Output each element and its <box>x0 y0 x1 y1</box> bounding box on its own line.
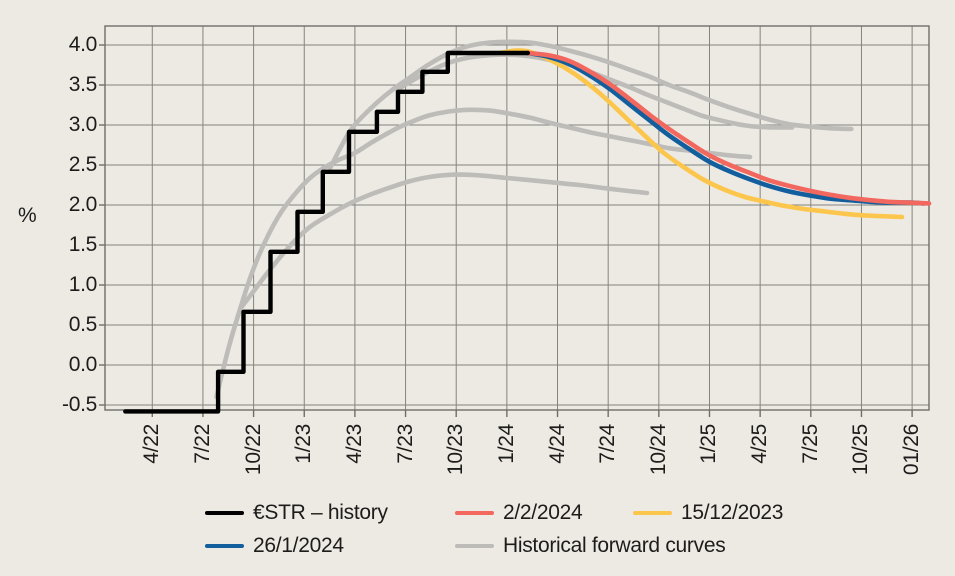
y-tick-label: 1.0 <box>68 273 98 296</box>
x-tick-label: 7/25 <box>798 424 822 464</box>
x-tick-label: 1/24 <box>494 424 518 464</box>
x-tick-label: 1/23 <box>292 424 316 464</box>
x-tick-label: 7/23 <box>393 424 417 464</box>
y-tick-label: 0.5 <box>68 313 98 336</box>
x-tick-label: 10/25 <box>849 424 873 476</box>
x-tick-label: 10/24 <box>646 424 670 476</box>
y-tick-label: 2.0 <box>68 193 98 216</box>
series-historical-forward-curve-2 <box>214 107 753 400</box>
y-tick-label: 3.0 <box>68 113 98 136</box>
series--str-history <box>123 50 530 414</box>
x-tick-label: 7/24 <box>596 424 620 464</box>
series-historical-forward-curve-1 <box>237 172 650 312</box>
y-tick-label: 3.5 <box>68 73 98 96</box>
x-tick-label: 4/22 <box>140 424 164 464</box>
y-tick-label: 1.5 <box>68 233 98 256</box>
x-tick-label: 4/25 <box>748 424 772 464</box>
plot-border <box>104 25 930 411</box>
series-26-1-2024 <box>525 50 927 206</box>
series-2-2-2024 <box>525 50 932 206</box>
x-tick-label: 7/22 <box>190 424 214 464</box>
x-tick-label: 01/26 <box>900 424 924 476</box>
y-tick-label: 0.0 <box>68 353 98 376</box>
y-tick-label: 2.5 <box>68 153 98 176</box>
series-historical-forward-curve-3 <box>327 39 854 172</box>
x-tick-label: 4/23 <box>342 424 366 464</box>
x-tick-label: 1/25 <box>697 424 721 464</box>
x-tick-label: 10/22 <box>241 424 265 476</box>
x-tick-label: 4/24 <box>545 424 569 464</box>
y-tick-label: -0.5 <box>62 393 97 416</box>
x-tick-label: 10/23 <box>444 424 468 476</box>
y-axis-unit-label: % <box>18 204 37 227</box>
y-tick-label: 4.0 <box>68 33 98 56</box>
series-15-12-2023 <box>497 48 905 220</box>
